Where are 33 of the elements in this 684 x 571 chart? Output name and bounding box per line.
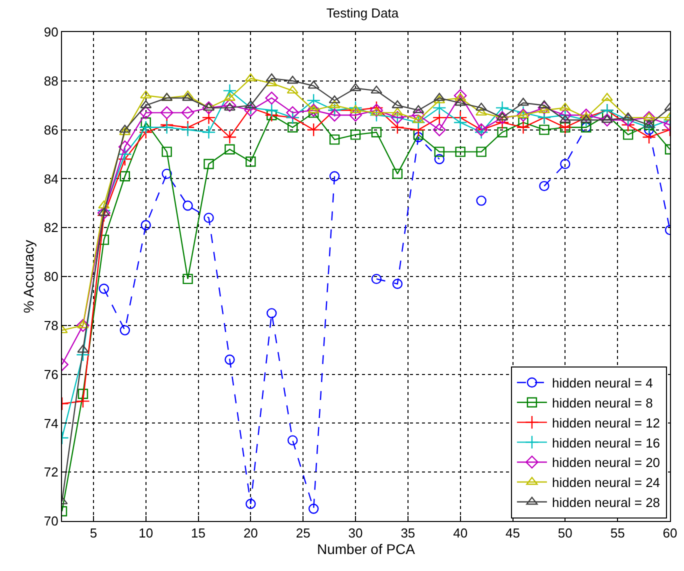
y-tick-label: 82 — [44, 220, 58, 236]
legend-label: hidden neural = 12 — [552, 415, 660, 430]
y-tick-label: 86 — [44, 122, 58, 138]
x-tick-label: 35 — [400, 526, 416, 541]
x-tick-label: 45 — [506, 526, 520, 541]
legend-label: hidden neural = 16 — [552, 435, 660, 450]
y-tick-label: 90 — [44, 24, 58, 40]
legend-label: hidden neural = 20 — [552, 455, 660, 470]
y-tick-label: 72 — [44, 464, 58, 480]
x-tick-label: 5 — [90, 526, 98, 541]
y-axis-title: % Accuracy — [20, 240, 37, 314]
x-tick-label: 60 — [662, 526, 678, 541]
x-tick-label: 30 — [348, 526, 363, 541]
y-tick-label: 78 — [44, 318, 58, 333]
x-tick-label: 20 — [243, 526, 258, 541]
y-tick-label: 76 — [44, 366, 58, 382]
y-tick-label: 70 — [44, 514, 58, 529]
legend-label: hidden neural = 8 — [552, 395, 653, 410]
x-tick-label: 25 — [296, 526, 310, 541]
y-tick-label: 88 — [44, 73, 58, 88]
x-tick-label: 10 — [138, 526, 154, 541]
x-axis-title: Number of PCA — [316, 540, 416, 557]
y-tick-label: 80 — [44, 269, 58, 284]
chart-title: Testing Data — [326, 6, 400, 21]
x-tick-label: 55 — [610, 526, 625, 541]
x-tick-label: 15 — [191, 526, 206, 541]
y-tick-label: 84 — [44, 171, 58, 186]
y-tick-label: 74 — [44, 416, 58, 431]
legend-label: hidden neural = 24 — [552, 475, 660, 490]
x-tick-label: 50 — [558, 526, 572, 541]
legend-label: hidden neural = 4 — [552, 376, 653, 391]
x-tick-label: 40 — [453, 526, 468, 541]
legend-label: hidden neural = 28 — [552, 494, 660, 510]
